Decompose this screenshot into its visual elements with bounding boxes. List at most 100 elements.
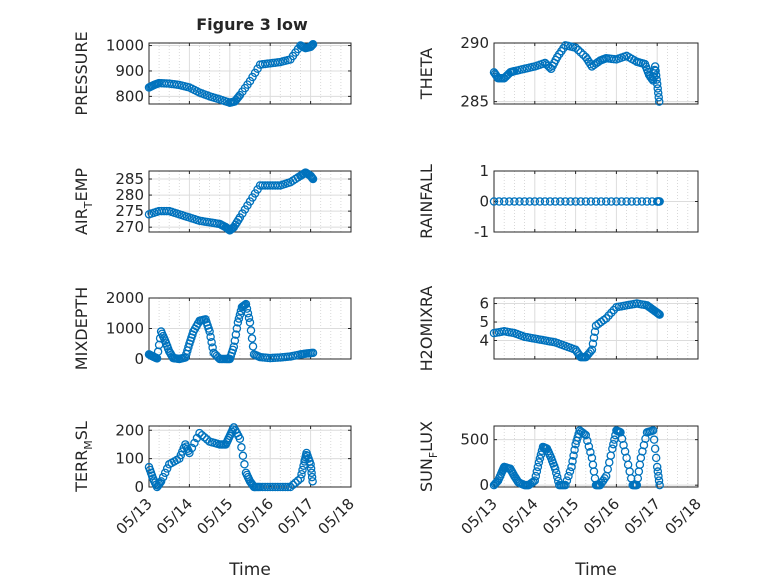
data-point — [599, 315, 608, 325]
data-point — [288, 480, 298, 490]
data-point — [308, 40, 318, 49]
data-point — [233, 318, 243, 327]
data-point — [651, 453, 661, 463]
data-point — [576, 48, 585, 57]
data-point — [230, 336, 240, 345]
data-point — [584, 442, 594, 451]
data-point — [652, 462, 662, 472]
data-point — [286, 482, 295, 492]
data-point — [245, 318, 255, 327]
data-point — [650, 65, 659, 75]
y-tick-label: 100 — [115, 450, 144, 468]
axes-box — [493, 42, 699, 105]
data-point — [653, 84, 662, 93]
data-point — [535, 197, 545, 206]
data-point — [586, 197, 596, 206]
data-point — [243, 308, 253, 318]
data-point — [606, 451, 616, 460]
x-tick-label: 05/14 — [153, 495, 196, 538]
y-tick-label: 4 — [479, 332, 489, 350]
data-point — [596, 197, 606, 206]
data-point — [296, 474, 305, 483]
data-point — [573, 45, 583, 55]
data-point — [607, 308, 616, 318]
data-point — [520, 197, 529, 206]
data-point — [654, 93, 663, 102]
data-point — [525, 197, 534, 206]
data-point — [238, 451, 248, 461]
data-point — [235, 434, 245, 444]
data-point — [590, 474, 600, 483]
data-point — [229, 342, 239, 352]
data-point — [567, 462, 576, 472]
data-point — [235, 310, 245, 320]
data-point — [207, 337, 216, 347]
data-point — [307, 472, 317, 482]
data-point — [162, 464, 172, 473]
data-point — [586, 347, 595, 356]
data-point — [562, 476, 572, 485]
data-point — [247, 334, 257, 343]
y-tick-label: 200 — [115, 421, 144, 439]
subplot-5: 0 1000 2000 MIXDEPTH — [72, 287, 352, 370]
data-point — [530, 197, 540, 206]
subplot-6: 456 H2OMIXRA — [417, 286, 699, 371]
x-tick-label: 05/18 — [315, 495, 358, 538]
data-point — [240, 460, 249, 469]
data-point — [242, 304, 252, 313]
data-point — [581, 430, 591, 440]
data-point — [231, 330, 241, 339]
data-point — [608, 444, 617, 454]
data-point — [654, 97, 664, 106]
y-axis-label-subscript: F — [427, 452, 440, 458]
data-point — [568, 457, 577, 466]
data-point — [195, 428, 204, 438]
data-point — [627, 197, 636, 206]
data-point — [551, 468, 561, 478]
data-point — [655, 310, 664, 319]
data-point — [651, 66, 660, 76]
data-point — [187, 443, 197, 453]
y-tick-label: 0 — [134, 478, 144, 496]
data-point — [637, 197, 647, 206]
data-point — [650, 62, 660, 71]
data-point — [617, 197, 626, 206]
data-point — [283, 482, 293, 492]
data-point — [605, 458, 614, 467]
data-point — [246, 326, 256, 335]
x-tick-label: 05/14 — [498, 495, 541, 538]
y-axis-label-main: AIR — [72, 208, 91, 235]
data-point — [237, 443, 246, 452]
axes-box — [148, 170, 352, 233]
data-point — [570, 445, 579, 455]
data-point — [653, 88, 663, 98]
data-point — [530, 476, 540, 485]
y-tick-label: 275 — [115, 202, 144, 220]
data-point — [499, 197, 509, 206]
data-point — [583, 436, 592, 446]
data-point — [297, 469, 306, 479]
subplot-4: -1 0 1 RAINFALL — [417, 162, 699, 241]
data-point — [569, 451, 578, 460]
data-point — [550, 464, 560, 474]
y-axis-label-suffix: SL — [72, 421, 91, 440]
data-point — [655, 480, 664, 490]
data-point — [291, 478, 300, 487]
y-tick-label: 280 — [115, 186, 144, 204]
data-point — [190, 438, 199, 448]
data-point — [241, 299, 251, 309]
y-tick-label: 2000 — [106, 289, 144, 307]
data-point — [162, 206, 171, 216]
data-point — [654, 471, 663, 481]
axes-box — [493, 297, 699, 360]
y-tick-label: 1000 — [106, 320, 144, 338]
x-tick-label: 05/18 — [662, 495, 705, 538]
data-point — [552, 472, 562, 482]
data-point — [532, 467, 542, 476]
data-point — [307, 468, 316, 478]
data-point — [185, 448, 194, 458]
data-point — [505, 197, 514, 206]
data-point — [536, 450, 546, 459]
